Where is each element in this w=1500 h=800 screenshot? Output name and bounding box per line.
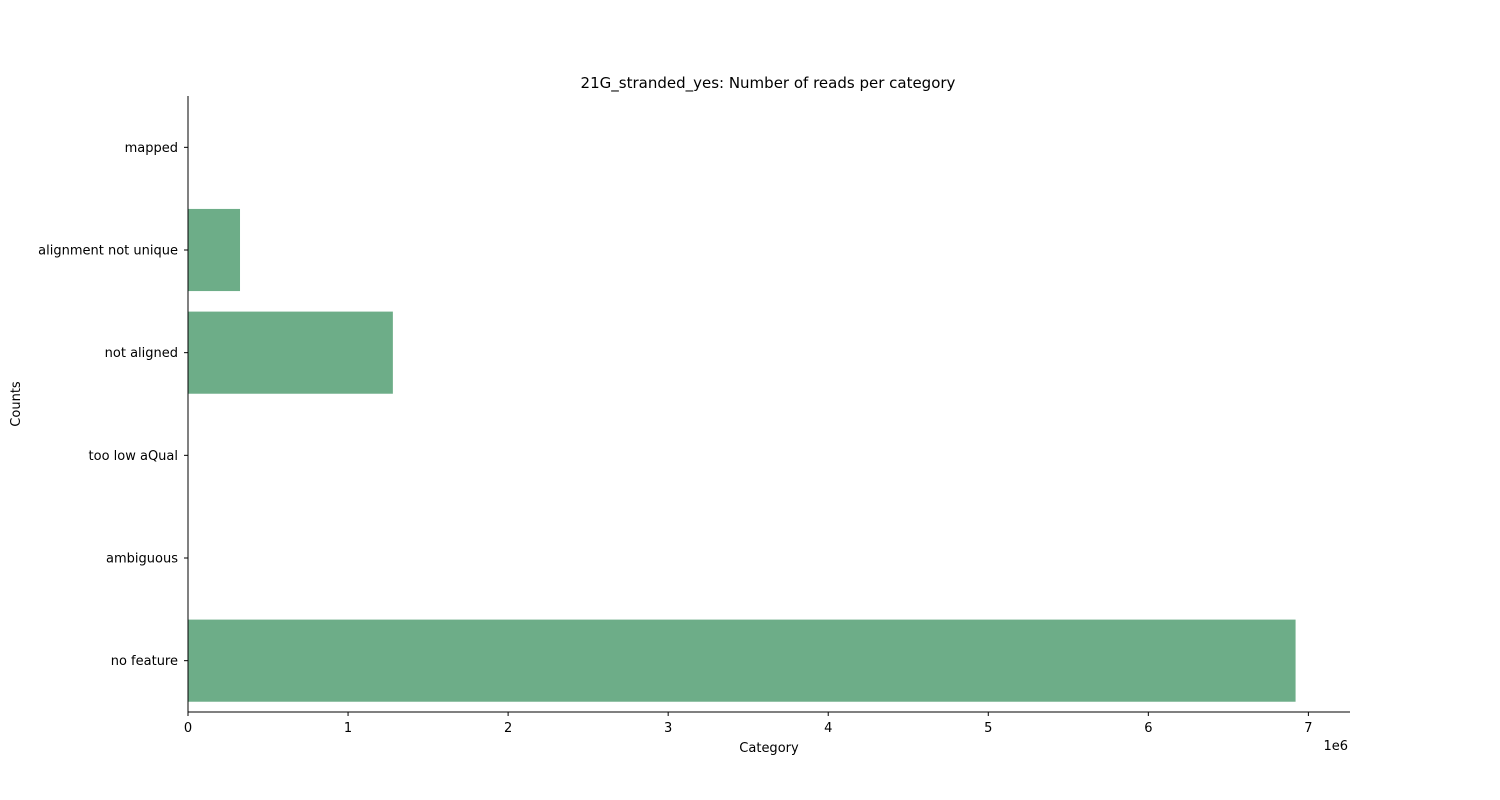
x-axis-label: Category <box>739 741 799 756</box>
x-tick-label: 4 <box>824 721 832 736</box>
x-tick-label: 3 <box>664 721 672 736</box>
y-tick-label: mapped <box>125 141 178 156</box>
bar-alignment-not-unique <box>188 208 241 292</box>
x-tick-label: 7 <box>1304 721 1312 736</box>
y-axis-label: Counts <box>9 381 24 427</box>
x-axis-offset-label: 1e6 <box>1323 739 1348 754</box>
x-tick-label: 1 <box>344 721 352 736</box>
y-axis-ticks: mapped alignment not unique not aligned too… <box>38 141 188 669</box>
y-tick-label: alignment not unique <box>38 244 178 259</box>
y-tick-label: no feature <box>111 654 178 669</box>
bars-group <box>188 208 1296 702</box>
chart-title: 21G_stranded_yes: Number of reads per ca… <box>581 74 956 93</box>
x-tick-label: 5 <box>984 721 992 736</box>
x-tick-label: 0 <box>184 721 192 736</box>
y-tick-label: too low aQual <box>89 449 178 464</box>
x-tick-label: 6 <box>1144 721 1152 736</box>
y-tick-label: ambiguous <box>106 552 178 567</box>
y-tick-label: not aligned <box>105 346 178 361</box>
bar-not-aligned <box>188 311 393 394</box>
x-axis-ticks: 0 1 2 3 4 5 6 7 <box>184 712 1313 736</box>
x-tick-label: 2 <box>504 721 512 736</box>
bar-no-feature <box>188 619 1296 702</box>
